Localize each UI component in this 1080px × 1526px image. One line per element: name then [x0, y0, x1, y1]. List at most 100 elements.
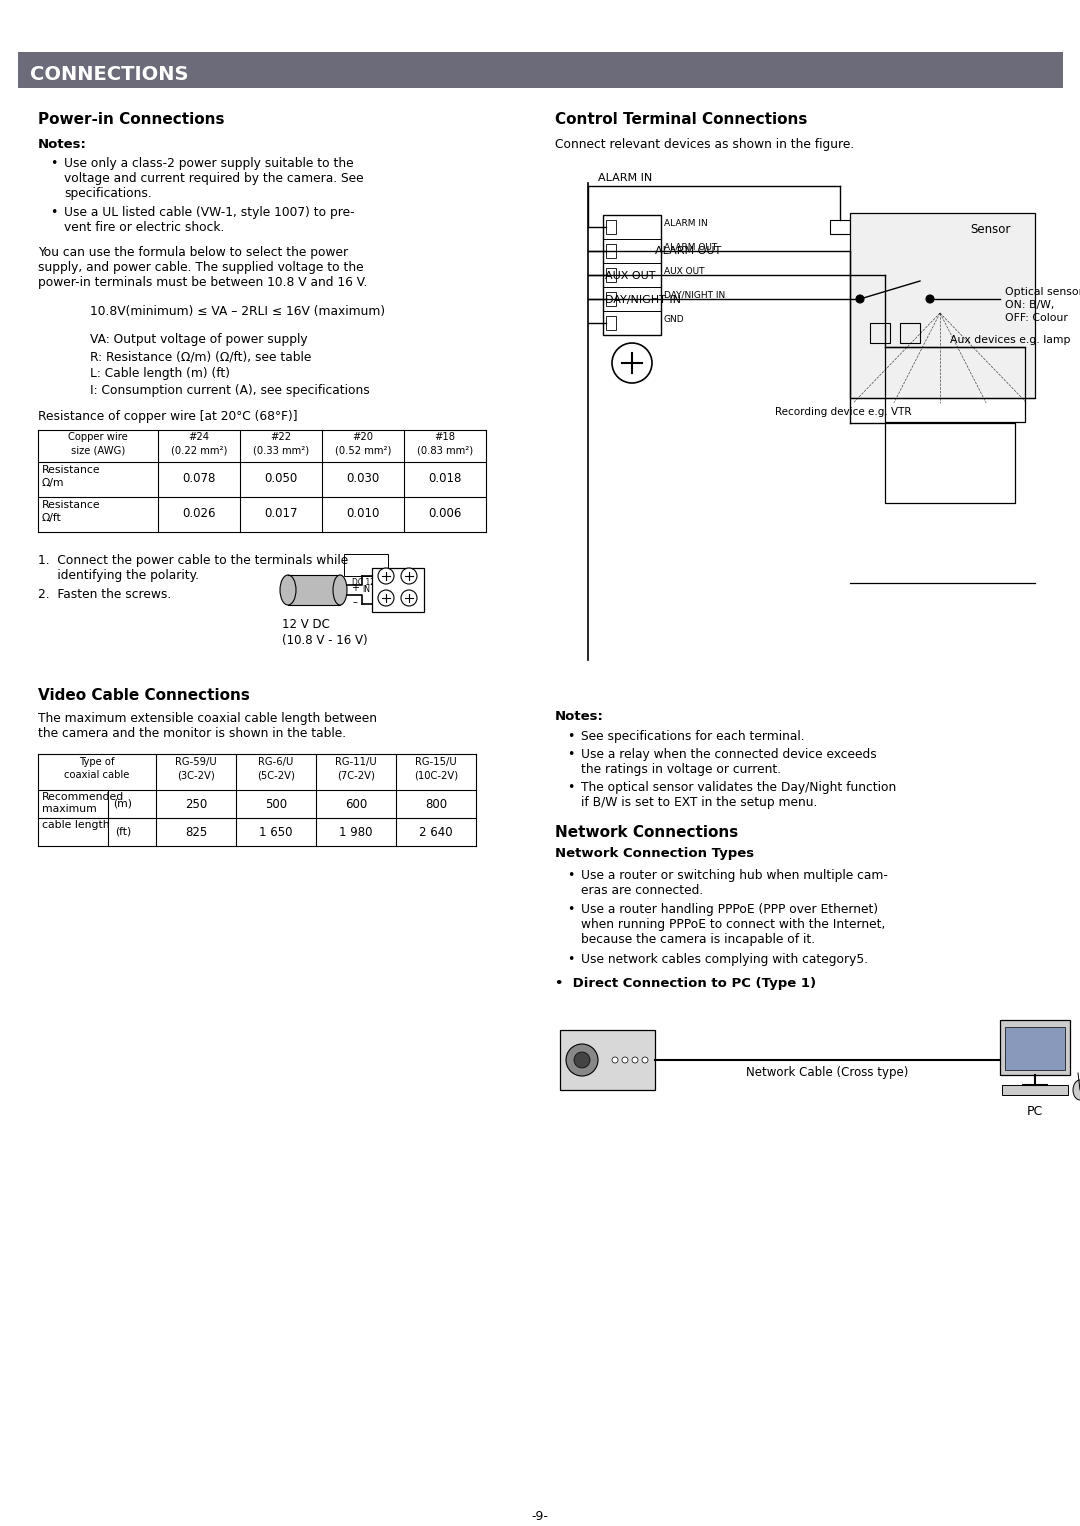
Circle shape: [856, 295, 864, 304]
Text: cable length: cable length: [42, 819, 110, 830]
Text: Use a UL listed cable (VW-1, style 1007) to pre-: Use a UL listed cable (VW-1, style 1007)…: [64, 206, 354, 220]
Text: GND: GND: [664, 314, 685, 324]
Text: because the camera is incapable of it.: because the camera is incapable of it.: [581, 932, 815, 946]
Bar: [345, 554, 388, 575]
Text: (10.8 V - 16 V): (10.8 V - 16 V): [282, 633, 367, 647]
Text: •: •: [567, 954, 575, 966]
Bar: [885, 346, 1025, 423]
Text: Network Connection Types: Network Connection Types: [555, 847, 754, 861]
Text: 250: 250: [185, 798, 207, 810]
Text: if B/W is set to EXT in the setup menu.: if B/W is set to EXT in the setup menu.: [581, 797, 818, 809]
Text: supply, and power cable. The supplied voltage to the: supply, and power cable. The supplied vo…: [38, 261, 364, 275]
Text: 0.006: 0.006: [429, 507, 461, 520]
Circle shape: [642, 1058, 648, 1064]
Bar: [831, 220, 850, 233]
Text: Resistance
Ω/ft: Resistance Ω/ft: [42, 501, 100, 523]
Bar: [606, 316, 616, 330]
Text: Video Cable Connections: Video Cable Connections: [38, 688, 249, 703]
Text: •: •: [50, 206, 57, 220]
Text: eras are connected.: eras are connected.: [581, 884, 703, 897]
Bar: [900, 324, 920, 343]
Circle shape: [612, 343, 652, 383]
Text: 2.  Fasten the screws.: 2. Fasten the screws.: [38, 588, 172, 601]
Text: RG-6/U
(5C-2V): RG-6/U (5C-2V): [257, 757, 295, 780]
Bar: [288, 575, 340, 604]
Text: when running PPPoE to connect with the Internet,: when running PPPoE to connect with the I…: [581, 919, 886, 931]
Text: Notes:: Notes:: [38, 137, 86, 151]
Bar: [18, 52, 1063, 89]
Text: DAY/NIGHT IN: DAY/NIGHT IN: [664, 290, 726, 299]
Text: VA: Output voltage of power supply: VA: Output voltage of power supply: [90, 333, 308, 346]
Text: ALARM IN: ALARM IN: [664, 218, 707, 227]
Text: Resistance
Ω/m: Resistance Ω/m: [42, 465, 100, 488]
Text: 2 640: 2 640: [419, 826, 453, 839]
Text: •: •: [567, 781, 575, 794]
Text: Recommended: Recommended: [42, 792, 124, 803]
Ellipse shape: [1074, 1080, 1080, 1100]
Text: maximum: maximum: [42, 804, 97, 813]
Text: RG-11/U
(7C-2V): RG-11/U (7C-2V): [335, 757, 377, 780]
Text: –: –: [352, 597, 357, 607]
Text: Notes:: Notes:: [555, 710, 604, 723]
Bar: [561, 1030, 654, 1090]
Text: 800: 800: [424, 798, 447, 810]
Text: The optical sensor validates the Day/Night function: The optical sensor validates the Day/Nig…: [581, 781, 896, 794]
Text: 0.017: 0.017: [265, 507, 298, 520]
Text: Control Terminal Connections: Control Terminal Connections: [555, 111, 808, 127]
Text: power-in terminals must be between 10.8 V and 16 V.: power-in terminals must be between 10.8 …: [38, 276, 367, 288]
Circle shape: [622, 1058, 627, 1064]
Text: Use only a class-2 power supply suitable to the: Use only a class-2 power supply suitable…: [64, 157, 353, 169]
Text: You can use the formula below to select the power: You can use the formula below to select …: [38, 246, 348, 259]
Bar: [885, 423, 1015, 504]
Text: •: •: [567, 868, 575, 882]
Text: 1.  Connect the power cable to the terminals while: 1. Connect the power cable to the termin…: [38, 554, 348, 568]
Text: the camera and the monitor is shown in the table.: the camera and the monitor is shown in t…: [38, 726, 346, 740]
Circle shape: [632, 1058, 638, 1064]
Text: Recording device e.g. VTR: Recording device e.g. VTR: [775, 407, 912, 417]
Text: •  Direct Connection to PC (Type 1): • Direct Connection to PC (Type 1): [555, 977, 816, 990]
Text: L: Cable length (m) (ft): L: Cable length (m) (ft): [90, 366, 230, 380]
Text: 825: 825: [185, 826, 207, 839]
Text: DC 12V: DC 12V: [352, 578, 380, 588]
Text: DAY/NIGHT IN: DAY/NIGHT IN: [605, 295, 681, 305]
Text: Type of
coaxial cable: Type of coaxial cable: [65, 757, 130, 780]
Text: Use a relay when the connected device exceeds: Use a relay when the connected device ex…: [581, 748, 877, 761]
Text: 0.010: 0.010: [347, 507, 380, 520]
Bar: [606, 291, 616, 307]
Text: RG-15/U
(10C-2V): RG-15/U (10C-2V): [414, 757, 458, 780]
Text: 0.026: 0.026: [183, 507, 216, 520]
Bar: [850, 214, 1035, 398]
Text: Use a router handling PPPoE (PPP over Ethernet): Use a router handling PPPoE (PPP over Et…: [581, 903, 878, 916]
Circle shape: [401, 591, 417, 606]
Text: (ft): (ft): [114, 826, 131, 836]
Text: specifications.: specifications.: [64, 188, 152, 200]
Text: R: Resistance (Ω/m) (Ω/ft), see table: R: Resistance (Ω/m) (Ω/ft), see table: [90, 349, 311, 363]
Text: The maximum extensible coaxial cable length between: The maximum extensible coaxial cable len…: [38, 713, 377, 725]
Text: Optical sensor
ON: B/W,
OFF: Colour: Optical sensor ON: B/W, OFF: Colour: [1005, 287, 1080, 324]
Text: vent fire or electric shock.: vent fire or electric shock.: [64, 221, 225, 233]
Bar: [870, 324, 890, 343]
Bar: [372, 568, 424, 612]
Circle shape: [612, 1058, 618, 1064]
Text: identifying the polarity.: identifying the polarity.: [38, 569, 199, 581]
Text: Network Connections: Network Connections: [555, 826, 739, 839]
Text: AUX OUT: AUX OUT: [664, 267, 704, 276]
Circle shape: [566, 1044, 598, 1076]
Text: #24
(0.22 mm²): #24 (0.22 mm²): [171, 432, 227, 455]
Text: the ratings in voltage or current.: the ratings in voltage or current.: [581, 763, 781, 777]
Text: IN: IN: [362, 584, 370, 594]
Ellipse shape: [333, 575, 347, 604]
Bar: [1000, 1019, 1070, 1074]
Text: Aux devices e.g. lamp: Aux devices e.g. lamp: [950, 336, 1070, 345]
Text: 0.030: 0.030: [347, 472, 380, 485]
Bar: [603, 215, 661, 336]
Text: Use network cables complying with category5.: Use network cables complying with catego…: [581, 954, 868, 966]
Text: CONNECTIONS: CONNECTIONS: [30, 64, 189, 84]
Text: #20
(0.52 mm²): #20 (0.52 mm²): [335, 432, 391, 455]
Text: -9-: -9-: [531, 1511, 549, 1523]
Bar: [606, 244, 616, 258]
Text: 600: 600: [345, 798, 367, 810]
Text: 0.078: 0.078: [183, 472, 216, 485]
Text: 12 V DC: 12 V DC: [282, 618, 329, 630]
Text: •: •: [567, 748, 575, 761]
